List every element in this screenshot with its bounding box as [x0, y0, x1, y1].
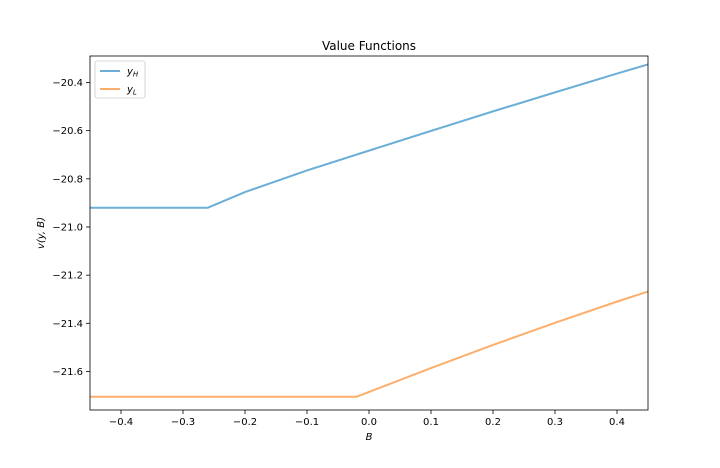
legend-label-l: yL [126, 85, 137, 97]
x-tick-label: 0.1 [423, 417, 439, 428]
y-axis: −21.6 −21.4 −21.2 −21.0 −20.8 −20.6 −20.4 [52, 78, 90, 378]
y-tick-label: −21.4 [52, 319, 83, 330]
series-line-h [90, 63, 649, 209]
legend: yH yL [94, 60, 146, 99]
x-tick-label: 0.0 [361, 417, 377, 428]
x-axis-label: B [366, 432, 373, 443]
x-tick-label: 0.2 [485, 417, 501, 428]
series-line-l [90, 290, 649, 398]
x-tick-label: 0.4 [609, 417, 625, 428]
x-axis: −0.4 −0.3 −0.2 −0.1 0.0 0.1 0.2 0.3 0.4 [109, 410, 625, 428]
x-tick-label: 0.3 [547, 417, 563, 428]
y-tick-label: −20.4 [52, 78, 83, 89]
x-tick-label: −0.2 [233, 417, 257, 428]
plot-frame [89, 55, 649, 411]
y-tick-label: −20.8 [52, 174, 83, 185]
legend-label-h: yH [126, 67, 139, 79]
x-tick-label: −0.1 [295, 417, 319, 428]
x-tick-label: −0.3 [171, 417, 195, 428]
y-tick-label: −21.2 [52, 271, 83, 282]
y-tick-label: −21.0 [52, 222, 83, 233]
y-tick-label: −20.6 [52, 126, 83, 137]
chart-title: Value Functions [322, 39, 416, 53]
legend-box [94, 60, 146, 99]
y-tick-label: −21.6 [52, 367, 83, 378]
x-tick-label: −0.4 [109, 417, 133, 428]
y-axis-label: v(y, B) [36, 217, 47, 249]
plot-area [90, 63, 649, 398]
